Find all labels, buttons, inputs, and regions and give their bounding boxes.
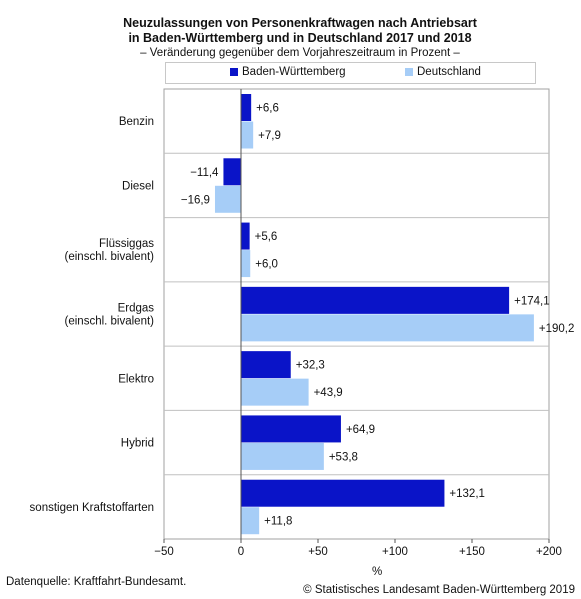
category-label: Hybrid <box>121 438 154 450</box>
bar-bw <box>241 286 510 314</box>
x-tick-label: −50 <box>154 546 174 558</box>
bar-de <box>241 121 254 149</box>
legend-item-de: Deutschland <box>405 66 481 78</box>
bar-value-label: +64,9 <box>346 424 375 436</box>
x-tick-label: +50 <box>308 546 328 558</box>
bar-bw <box>241 415 341 443</box>
bar-de <box>241 442 324 470</box>
bar-bw <box>241 479 445 507</box>
category-label: (einschl. bivalent) <box>65 251 155 263</box>
bar-bw <box>241 94 252 121</box>
category-label: Benzin <box>119 116 154 128</box>
x-axis-label: % <box>372 566 383 578</box>
bar-value-label: +132,1 <box>449 488 485 500</box>
chart-title-line1: Neuzulassungen von Personenkraftwagen na… <box>123 16 477 30</box>
bar-value-label: +6,0 <box>255 259 278 271</box>
bar-value-label: +43,9 <box>314 387 343 399</box>
plot-area <box>163 88 550 540</box>
copyright-note: © Statistisches Landesamt Baden-Württemb… <box>303 584 575 596</box>
legend-swatch-de <box>405 68 413 76</box>
bar-value-label: +11,8 <box>264 516 292 528</box>
x-tick-label: 0 <box>238 546 244 558</box>
category-label: Erdgas <box>118 303 155 315</box>
bar-value-label: +6,6 <box>256 103 279 115</box>
bar-de <box>241 314 534 342</box>
bar-bw <box>223 158 241 186</box>
source-note: Datenquelle: Kraftfahrt-Bundesamt. <box>6 576 187 588</box>
legend-label-de: Deutschland <box>417 66 481 78</box>
bar-value-label: +174,1 <box>514 295 550 307</box>
bar-value-label: +190,2 <box>539 323 575 335</box>
legend-item-bw: Baden-Württemberg <box>230 66 346 78</box>
bar-value-label: +5,6 <box>255 231 278 243</box>
x-tick-label: +150 <box>459 546 485 558</box>
chart-title-line2: in Baden-Württemberg und in Deutschland … <box>128 31 472 45</box>
legend-label-bw: Baden-Württemberg <box>242 66 346 78</box>
bar-value-label: +7,9 <box>258 130 281 142</box>
bar-value-label: +53,8 <box>329 451 358 463</box>
x-tick-label: +200 <box>536 546 562 558</box>
category-label: sonstigen Kraftstoffarten <box>30 502 154 514</box>
bar-bw <box>241 222 250 250</box>
bar-de <box>214 185 241 213</box>
bar-de <box>241 507 260 535</box>
bar-value-label: −16,9 <box>181 194 210 206</box>
bar-de <box>241 250 251 278</box>
bar-bw <box>241 351 291 379</box>
chart-legend: Baden-Württemberg Deutschland <box>165 62 536 84</box>
bar-value-label: +32,3 <box>296 360 325 372</box>
bar-de <box>241 378 309 406</box>
chart-subtitle: – Veränderung gegenüber dem Vorjahreszei… <box>140 47 460 59</box>
x-tick-label: +100 <box>382 546 408 558</box>
category-label: (einschl. bivalent) <box>65 316 155 328</box>
legend-swatch-bw <box>230 68 238 76</box>
category-label: Elektro <box>118 373 154 385</box>
category-label: Diesel <box>122 180 154 192</box>
bar-value-label: −11,4 <box>190 167 219 179</box>
category-label: Flüssiggas <box>99 238 154 250</box>
